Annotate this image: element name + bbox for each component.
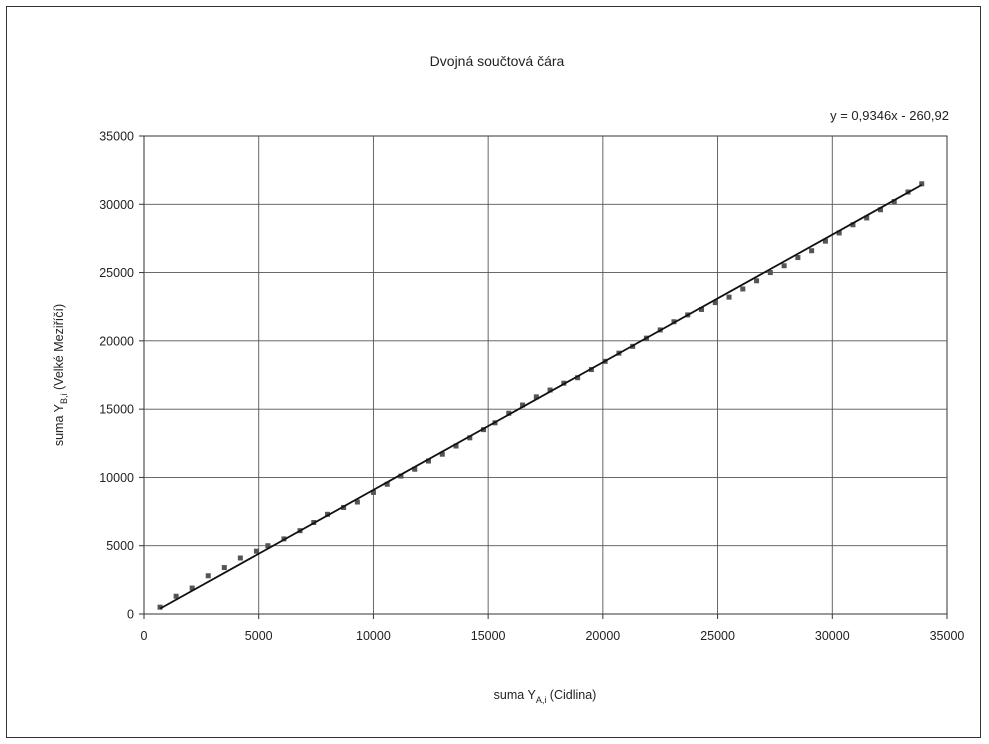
data-point <box>809 248 815 254</box>
data-point <box>221 565 227 571</box>
y-tick-label: 10000 <box>99 471 134 485</box>
chart-svg: Dvojná součtová čára y = 0,9346x - 260,9… <box>52 53 965 705</box>
data-point <box>767 270 773 276</box>
data-point <box>189 585 195 591</box>
data-point <box>891 199 897 205</box>
x-tick-label: 35000 <box>930 629 965 643</box>
data-point <box>533 394 539 400</box>
data-point <box>699 306 705 312</box>
data-point <box>412 466 418 472</box>
y-tick-label: 5000 <box>106 539 134 553</box>
x-axis-label-sub: A,i <box>536 695 547 705</box>
x-axis-ticks: 0 5000 10000 15000 20000 25000 30000 35000 <box>141 614 965 643</box>
data-point <box>384 481 390 487</box>
data-point <box>850 222 856 228</box>
y-tick-label: 25000 <box>99 266 134 280</box>
data-point <box>253 548 259 554</box>
x-tick-label: 20000 <box>585 629 620 643</box>
y-tick-label: 35000 <box>99 130 134 144</box>
gridlines <box>144 136 947 614</box>
data-point <box>919 181 925 187</box>
chart-frame: Dvojná součtová čára y = 0,9346x - 260,9… <box>6 6 981 738</box>
data-point <box>354 499 360 505</box>
trendline-line <box>159 184 923 610</box>
y-tick-label: 20000 <box>99 334 134 348</box>
data-point <box>237 555 243 561</box>
trendline <box>159 184 923 610</box>
data-point <box>726 294 732 300</box>
data-point <box>425 458 431 464</box>
data-point <box>265 543 271 549</box>
data-point <box>157 604 163 610</box>
data-point <box>781 263 787 269</box>
x-axis-label-main: suma Y <box>494 688 537 702</box>
y-axis-ticks: 0 5000 10000 15000 20000 25000 30000 35000 <box>99 130 144 622</box>
data-point <box>520 402 526 408</box>
data-point <box>506 410 512 416</box>
y-axis-label-main: suma Y <box>52 403 66 446</box>
data-point <box>864 215 870 221</box>
y-tick-label: 30000 <box>99 198 134 212</box>
data-point <box>547 387 553 393</box>
data-point <box>453 443 459 449</box>
y-axis-label-rest: (Velké Meziříčí) <box>52 304 66 394</box>
data-point <box>173 593 179 599</box>
x-tick-label: 15000 <box>471 629 506 643</box>
data-point <box>325 511 331 517</box>
data-point <box>877 207 883 213</box>
x-tick-label: 0 <box>141 629 148 643</box>
x-axis-label-rest: (Cidlina) <box>546 688 596 702</box>
data-point <box>754 278 760 284</box>
data-point <box>467 435 473 441</box>
data-point <box>795 255 801 261</box>
x-axis-label: suma YA,i (Cidlina) <box>494 688 597 705</box>
data-point <box>370 489 376 495</box>
y-axis-label: suma YB,i (Velké Meziříčí) <box>52 304 69 446</box>
data-point <box>712 300 718 306</box>
x-tick-label: 5000 <box>245 629 273 643</box>
x-tick-label: 25000 <box>700 629 735 643</box>
plot-area <box>143 135 948 615</box>
y-axis-label-sub: B,i <box>59 393 69 404</box>
data-point <box>575 375 581 381</box>
data-point <box>398 473 404 479</box>
chart-title: Dvojná součtová čára <box>430 53 565 69</box>
y-tick-label: 0 <box>127 608 134 622</box>
y-tick-label: 15000 <box>99 403 134 417</box>
data-point <box>822 238 828 244</box>
data-point <box>439 451 445 457</box>
data-point <box>740 286 746 292</box>
trendline-equation: y = 0,9346x - 260,92 <box>830 108 949 123</box>
x-tick-label: 30000 <box>815 629 850 643</box>
data-point <box>205 573 211 579</box>
x-tick-label: 10000 <box>356 629 391 643</box>
data-point <box>836 230 842 236</box>
